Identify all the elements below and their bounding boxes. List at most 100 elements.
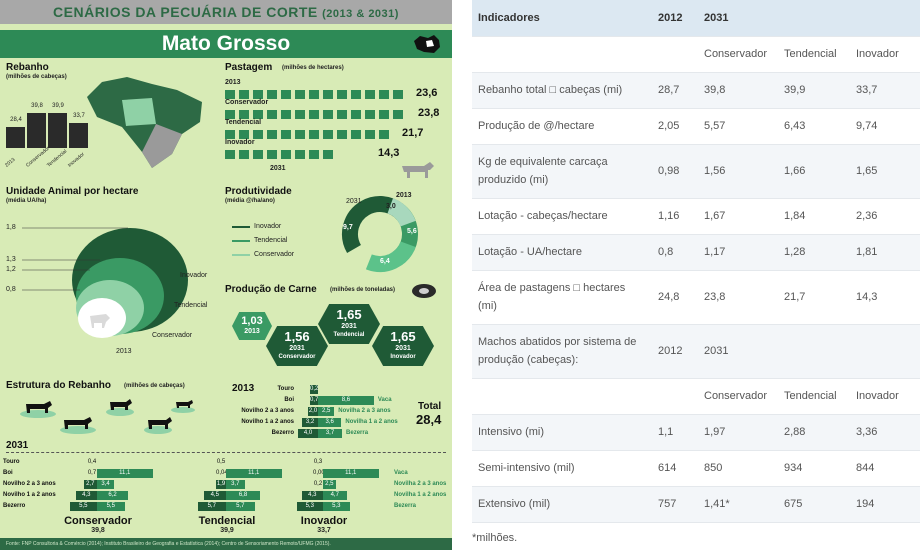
carne-value: 1,65 (390, 329, 416, 344)
estrutura-2031-right-bar: 11,1 (323, 469, 379, 478)
table-row: Extensivo (mil) 757 1,41* 675 194 (472, 486, 920, 523)
legend-conservador: Conservador (254, 251, 295, 258)
estrutura-2031-right-bar: 11,1 (97, 469, 153, 478)
pastagem-row-label: Inovador (225, 139, 255, 146)
table-cell-value: 1,17 (698, 234, 778, 271)
donut-value-inovador: 9,7 (343, 224, 353, 231)
table-cell-value (850, 324, 920, 379)
estrutura-2031-right-label: Bezerra (394, 503, 417, 509)
pastagem-title: Pastagem (225, 62, 273, 73)
table-cell-value: 1,16 (652, 198, 698, 235)
table-cell-value: 39,9 (778, 72, 850, 109)
estrutura-2031-right-bar: 3,7 (226, 480, 245, 489)
estrutura-2013-right-label: Bezerra (346, 430, 369, 436)
table-cell-value: Tendencial (778, 36, 850, 73)
estrutura-2031-left-bar: 2,7 (83, 480, 97, 489)
carne-value: 1,03 (241, 315, 263, 327)
estrutura-2031-left-bar: 0,007 (313, 470, 329, 476)
table-cell-value: 21,7 (778, 270, 850, 325)
table-row: Conservador Tendencial Inovador (472, 36, 920, 73)
donut-year-2013: 2013 (396, 192, 412, 199)
estrutura-2031-right-bar: 5,5 (97, 502, 125, 511)
donut-year-2031: 2031 (346, 198, 362, 205)
table-cell-value: 0,8 (652, 234, 698, 271)
estrutura-2031-right-bar: 5,3 (323, 502, 350, 511)
estrutura-2031-right-bar: 6,8 (226, 491, 260, 500)
table-cell-indicator: Lotação - cabeças/hectare (472, 198, 652, 235)
estrutura-2013-right-bar: 2,5 (318, 407, 335, 416)
estrutura-2031-left-bar: 4,3 (301, 491, 323, 500)
table-cell-value: 675 (778, 486, 850, 523)
rebanho-bar (48, 113, 67, 148)
table-cell-value: 9,74 (850, 108, 920, 145)
estrutura-2031-right-bar: 3,4 (97, 480, 114, 489)
table-row: Lotação - cabeças/hectare 1,16 1,67 1,84 2,3… (472, 198, 920, 235)
estrutura-2031-left-bar: 4,3 (75, 491, 97, 500)
pastagem-row-value: 14,3 (378, 147, 400, 159)
estrutura-2031-left-bar: 0,4 (87, 459, 97, 465)
pastagem-grass-row (225, 90, 405, 99)
rebanho-bar-label: 2013 (4, 156, 17, 169)
rebanho-unit: (milhões de cabeças) (6, 74, 67, 80)
header-empty-1 (778, 0, 850, 37)
table-cell-value: 0,98 (652, 144, 698, 199)
estrutura-2031-left-bar: 4,5 (203, 491, 226, 500)
table-cell-indicator: Lotação - UA/hectare (472, 234, 652, 271)
table-cell-value: Conservador (698, 378, 778, 415)
donut-value-tendencial: 6,4 (380, 258, 390, 265)
rebanho-bar (69, 123, 88, 148)
estrutura-2013-row-label: Novilho 2 a 3 anos (241, 408, 294, 414)
header-2031: 2031 (698, 0, 778, 37)
estrutura-2031-right-label: Vaca (394, 470, 408, 476)
estrutura-2031-row-label: Novilho 2 a 3 anos (3, 481, 56, 487)
ua-label-inovador: Inovador (180, 272, 208, 279)
estrutura-total-value: 28,4 (416, 412, 442, 427)
table-cell-value: 1,65 (850, 144, 920, 199)
estrutura-2013-left-bar: 4,0 (298, 429, 318, 438)
table-cell-value: 844 (850, 450, 920, 487)
pastagem-row-value: 23,6 (416, 87, 438, 99)
table-row: Conservador Tendencial Inovador (472, 378, 920, 415)
estrutura-2031-left-bar: 5,7 (197, 502, 226, 511)
table-row: Produção de @/hectare 2,05 5,57 6,43 9,74 (472, 108, 920, 145)
banner-years: (2013 & 2031) (322, 8, 399, 20)
pastagem-row-value: 23,8 (418, 107, 440, 119)
table-body: Conservador Tendencial Inovador Rebanho tot… (472, 36, 920, 523)
estrutura-2031-row-label: Boi (3, 470, 13, 476)
header-empty-2 (850, 0, 920, 37)
produtividade-title: Produtividade (225, 186, 292, 197)
table-cell-indicator: Produção de @/hectare (472, 108, 652, 145)
table-cell-value: 5,57 (698, 108, 778, 145)
ua-circles-chart (22, 227, 188, 338)
ua-title: Unidade Animal por hectare (6, 186, 139, 197)
table-row: Área de pastagens □ hectares (mi) 24,8 23,… (472, 270, 920, 325)
table-cell-value: 3,36 (850, 414, 920, 451)
pastagem-end-label: 2031 (270, 165, 286, 172)
brazil-map-icon (87, 77, 202, 168)
table-cell-value: 1,67 (698, 198, 778, 235)
estrutura-2013-left-bar: 3,2 (302, 418, 318, 427)
ua-tick-3: 0,8 (6, 286, 16, 293)
state-map-icon (414, 35, 440, 53)
banner-title: CENÁRIOS DA PECUÁRIA DE CORTE (53, 4, 318, 20)
carne-unit: (milhões de toneladas) (330, 287, 396, 293)
table-cell-value: 33,7 (850, 72, 920, 109)
produtividade-unit: (média @/ha/ano) (225, 198, 275, 204)
estrutura-2031-right-bar: 5,7 (226, 502, 255, 511)
estrutura-2013-right-bar: 3,6 (318, 418, 342, 427)
carne-label: Inovador (390, 354, 416, 360)
estrutura-2013-left-bar: 0,2 (310, 385, 319, 394)
legend-swatch-conservador (232, 254, 250, 256)
estrutura-2031-year: 2031 (6, 440, 29, 451)
rebanho-title: Rebanho (6, 62, 49, 73)
rebanho-bar-value: 39,8 (31, 103, 43, 109)
table-cell-value: 2,88 (778, 414, 850, 451)
donut-value-2013: 3,0 (386, 203, 396, 210)
estrutura-2013-row-label: Touro (277, 386, 294, 392)
table-cell-value: 14,3 (850, 270, 920, 325)
table-cell-value: 614 (652, 450, 698, 487)
table-cell-indicator: Extensivo (mil) (472, 486, 652, 523)
table-cell-value: 1,1 (652, 414, 698, 451)
ua-label-conservador: Conservador (152, 332, 193, 339)
